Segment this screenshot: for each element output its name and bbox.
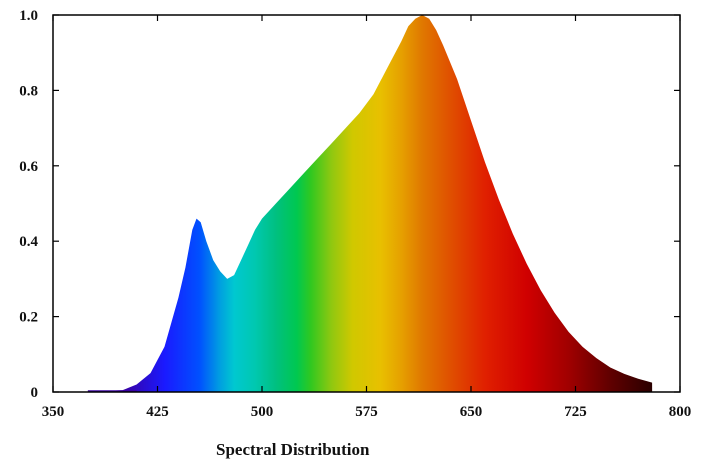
x-tick-label: 500 [251,404,274,420]
y-tick-label: 0.8 [19,83,38,99]
y-tick-label: 0.6 [19,159,38,175]
x-axis-title-text: Spectral Distribution [216,440,370,459]
y-tick-label: 0 [31,385,39,401]
x-tick-label: 425 [146,404,169,420]
spectrum-area [87,15,653,392]
x-tick-label: 800 [669,404,692,420]
x-tick-label: 725 [564,404,587,420]
plot-area [87,15,653,392]
x-tick-label: 575 [355,404,378,420]
y-axis: 0 0.2 0.4 0.6 0.8 1.0 [19,8,680,401]
x-tick-label: 350 [42,404,65,420]
y-tick-label: 0.2 [19,310,38,326]
y-tick-label: 1.0 [19,8,38,24]
x-axis: 350 425 500 575 650 725 800 [42,15,692,420]
y-tick-label: 0.4 [19,234,38,250]
x-tick-label: 650 [460,404,483,420]
